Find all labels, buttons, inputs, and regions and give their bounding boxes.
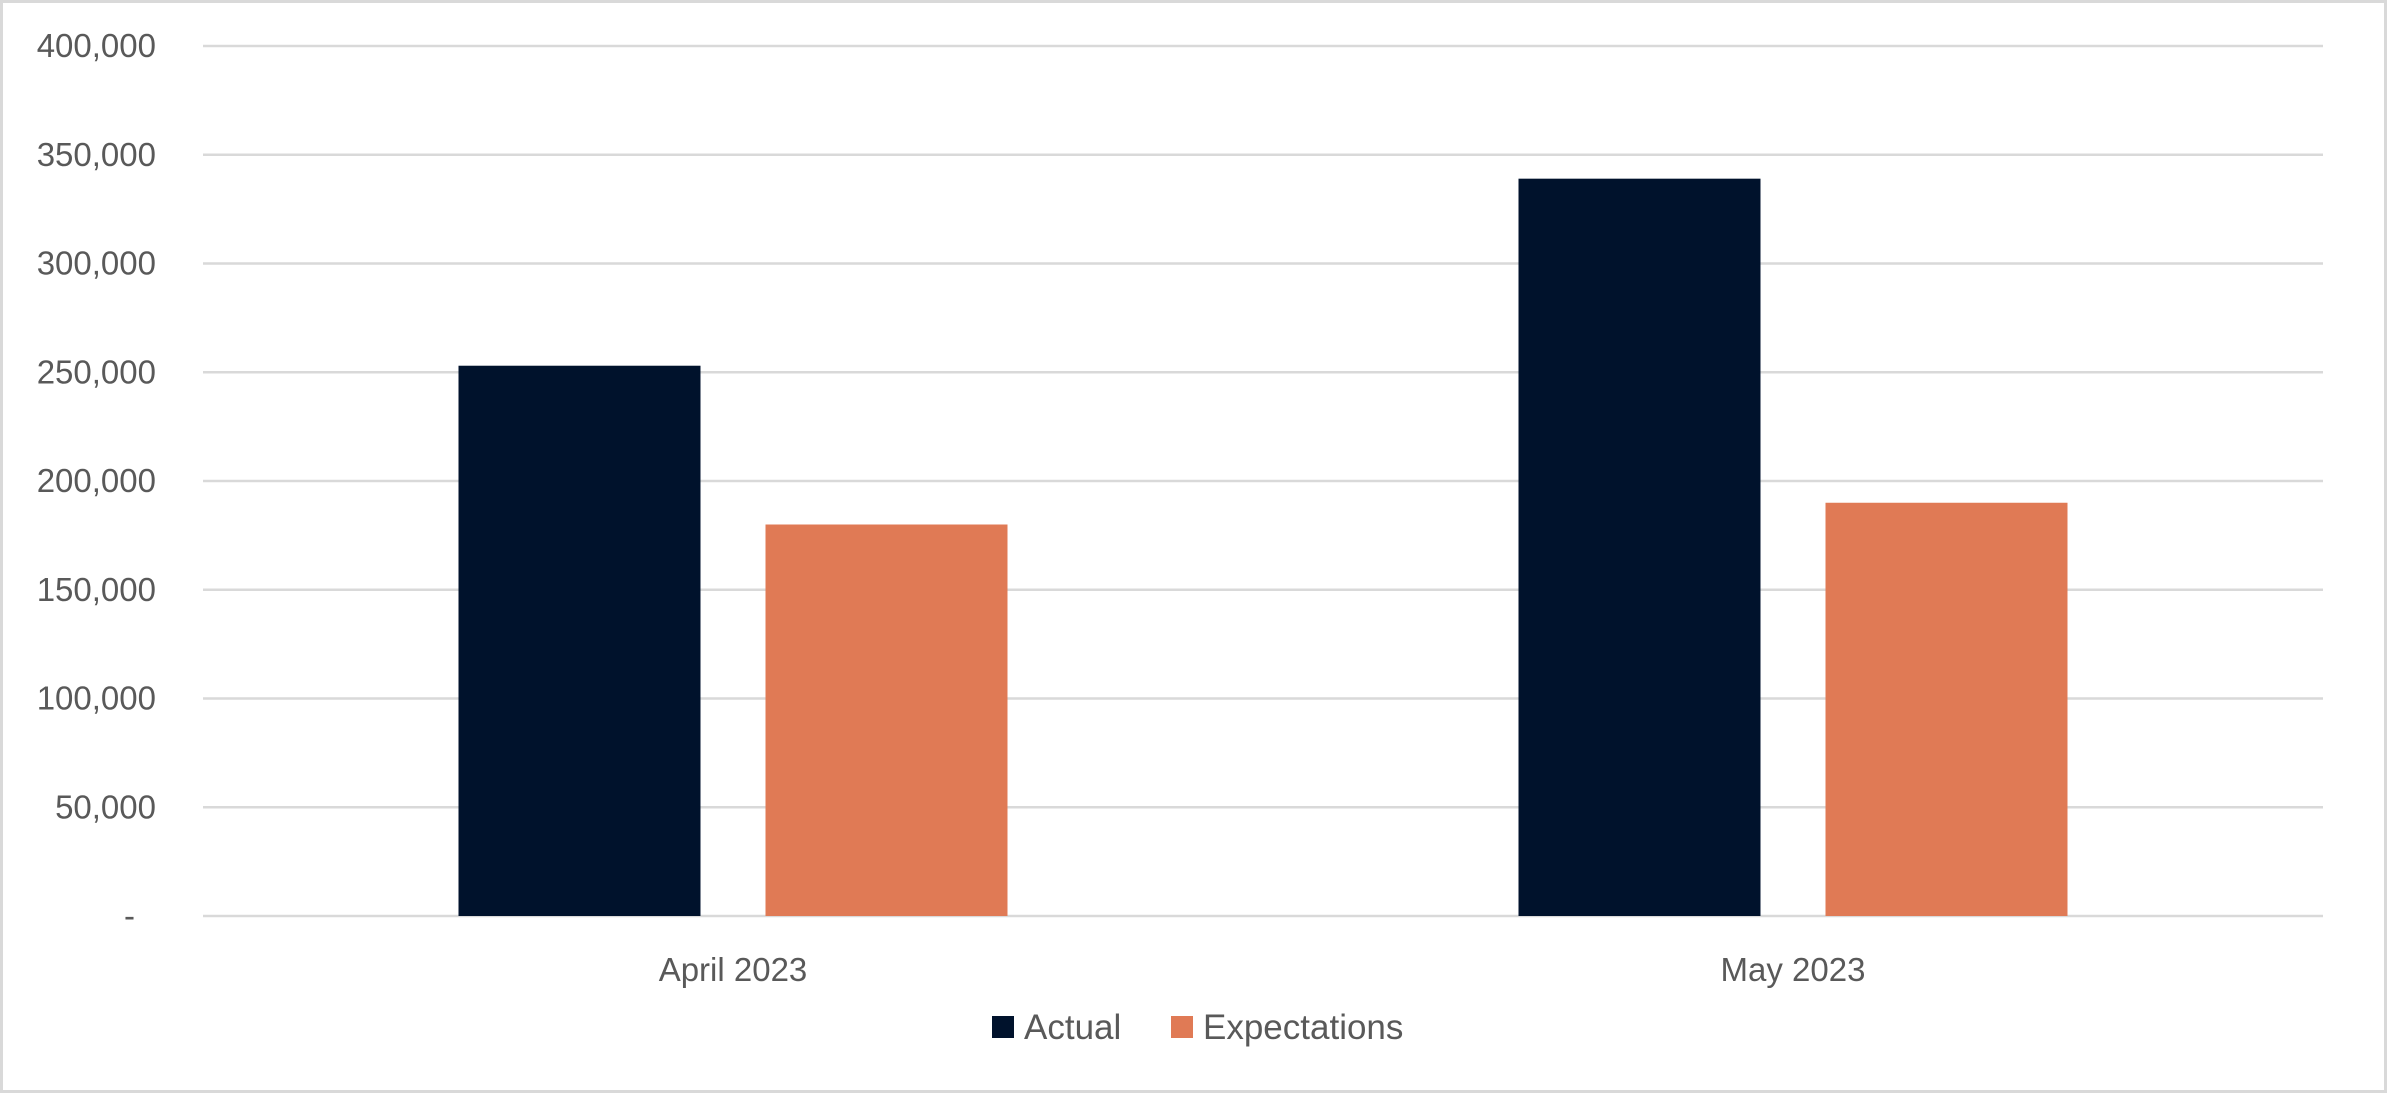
bar-actual-1 — [458, 365, 701, 917]
x-axis-tick-labels: April 2023 May 2023 — [659, 951, 1866, 988]
y-tick-label: - — [124, 897, 135, 934]
bar-actual-2 — [1518, 178, 1761, 917]
legend-item-expectations: Expectations — [1171, 1008, 1403, 1047]
x-tick-label: May 2023 — [1721, 951, 1866, 988]
x-tick-label: April 2023 — [659, 951, 808, 988]
y-tick-label: 200,000 — [37, 462, 156, 499]
bar-expectations-1 — [765, 524, 1008, 916]
bars — [458, 178, 2068, 917]
legend-swatch — [1171, 1016, 1193, 1038]
legend-label: Expectations — [1203, 1008, 1403, 1047]
y-tick-label: 300,000 — [37, 245, 156, 282]
legend-item-actual: Actual — [992, 1008, 1121, 1047]
bar-chart: - 50,000 100,000 150,000 200,000 250,000 300,0… — [37, 27, 2323, 1047]
y-tick-label: 350,000 — [37, 136, 156, 173]
y-tick-label: 100,000 — [37, 680, 156, 717]
y-tick-label: 250,000 — [37, 353, 156, 390]
y-tick-label: 150,000 — [37, 571, 156, 608]
y-tick-label: 400,000 — [37, 27, 156, 64]
bar-expectations-2 — [1825, 502, 2068, 916]
legend-label: Actual — [1024, 1008, 1121, 1047]
legend-swatch — [992, 1016, 1014, 1038]
legend: Actual Expectations — [992, 1008, 1403, 1047]
y-tick-label: 50,000 — [55, 788, 156, 825]
y-axis-tick-labels: - 50,000 100,000 150,000 200,000 250,000 300,0… — [37, 27, 156, 934]
